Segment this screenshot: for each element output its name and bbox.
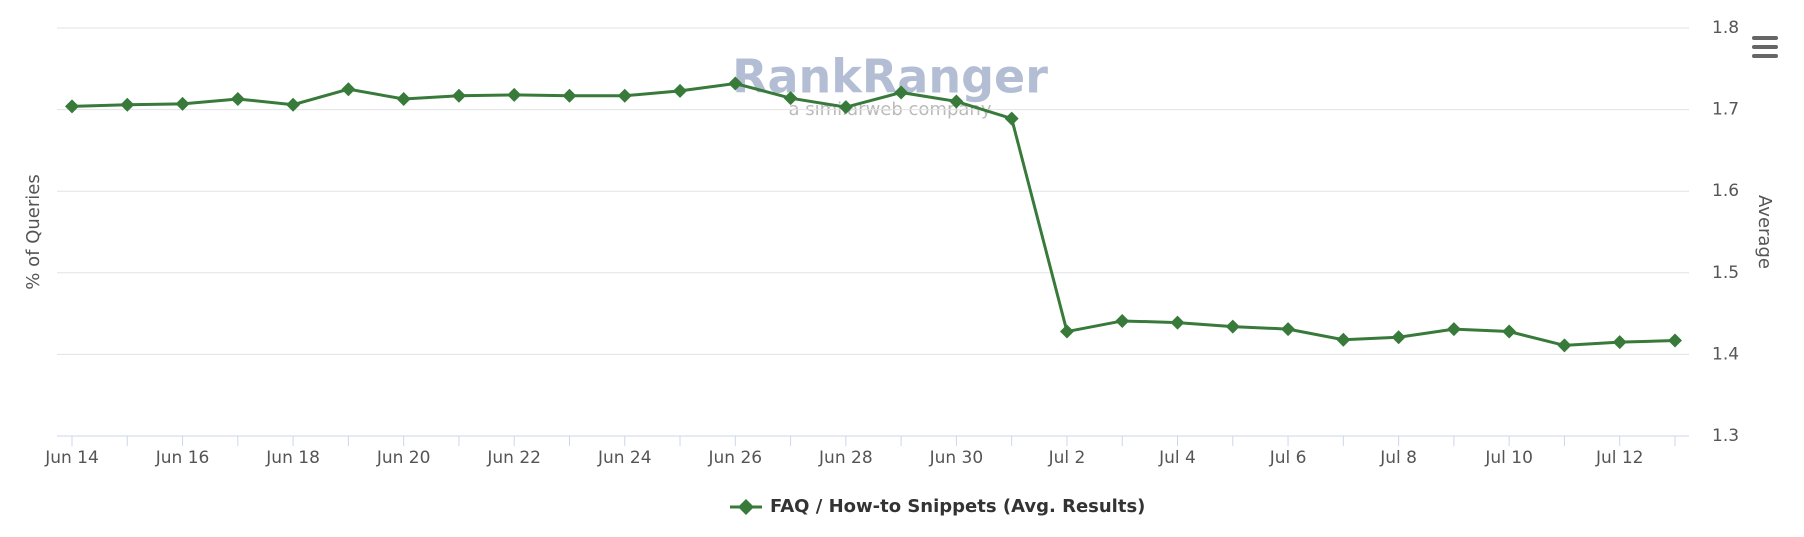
point [1336,332,1351,347]
menu-bar [1752,54,1778,58]
x-tick-label: Jun 26 [708,448,763,468]
point [1281,322,1296,337]
point [1059,324,1074,339]
point [120,97,135,112]
point [451,88,466,103]
menu-bar [1752,36,1778,40]
point [1612,335,1627,350]
x-tick-label: Jun 14 [44,448,99,468]
point [1004,111,1019,126]
point [1391,330,1406,345]
point [728,76,743,91]
legend-label: FAQ / How-to Snippets (Avg. Results) [770,496,1145,517]
point [1170,315,1185,330]
x-tick-label: Jul 6 [1269,448,1307,468]
menu-bar [1752,45,1778,49]
menu-button[interactable] [1752,36,1778,58]
point [175,96,190,111]
point [1115,313,1130,328]
point [1668,333,1682,348]
x-tick-label: Jun 18 [265,448,320,468]
x-tick-label: Jul 2 [1048,448,1086,468]
point [783,91,798,106]
y2-axis-title: Average [1754,195,1775,269]
point [949,94,964,109]
point [1446,322,1461,337]
point [1557,338,1572,353]
point [838,100,853,115]
point [1502,324,1517,339]
point [341,82,356,97]
y-axis-title: % of Queries [23,174,44,289]
point [396,91,411,106]
point [1225,319,1240,334]
point [673,83,688,98]
point [617,88,632,103]
y2-tick-label: 1.8 [1712,18,1739,38]
point [894,85,909,100]
x-tick-label: Jun 16 [155,448,210,468]
point [507,87,522,102]
x-tick-label: Jul 12 [1595,448,1644,468]
x-tick-label: Jun 22 [486,448,541,468]
point [65,99,79,114]
y2-tick-label: 1.7 [1712,100,1739,120]
point [230,91,245,106]
x-tick-label: Jun 28 [818,448,873,468]
legend-marker [738,499,754,515]
point [286,97,301,112]
x-tick-label: Jun 24 [597,448,652,468]
x-tick-label: Jun 20 [376,448,431,468]
y2-tick-label: 1.5 [1712,263,1739,283]
y2-tick-label: 1.3 [1712,426,1739,446]
y2-tick-label: 1.6 [1712,181,1739,201]
x-tick-label: Jul 4 [1158,448,1196,468]
y2-tick-label: 1.4 [1712,344,1739,364]
x-tick-label: Jul 8 [1379,448,1417,468]
point [562,88,577,103]
x-tick-label: Jul 10 [1484,448,1533,468]
x-tick-label: Jun 30 [929,448,984,468]
series-line [71,81,1676,347]
